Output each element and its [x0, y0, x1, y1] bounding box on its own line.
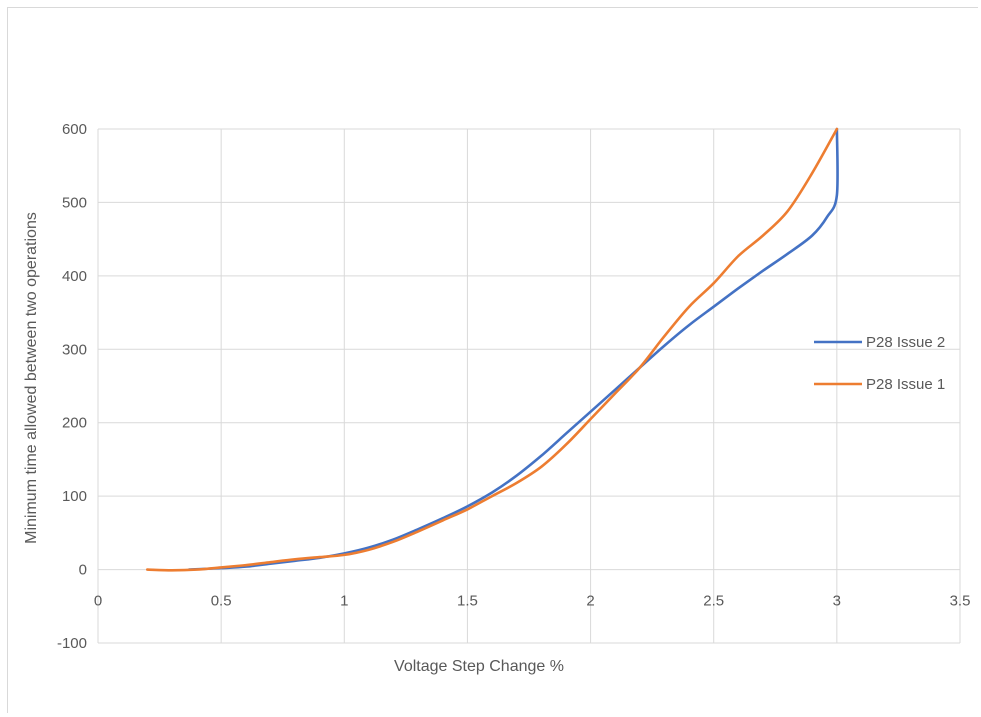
legend: P28 Issue 2 P28 Issue 1 — [814, 334, 945, 393]
x-axis-title: Voltage Step Change % — [394, 658, 564, 675]
legend-label: P28 Issue 2 — [866, 334, 945, 351]
x-tick-label: 1.5 — [457, 593, 478, 610]
y-tick-label: 100 — [62, 488, 87, 505]
legend-label: P28 Issue 1 — [866, 376, 945, 393]
y-tick-label: 600 — [62, 121, 87, 138]
y-tick-label: 500 — [62, 194, 87, 211]
series-line-2 — [146, 127, 839, 572]
y-tick-label: 300 — [62, 341, 87, 358]
x-tick-label: 0.5 — [211, 593, 232, 610]
x-tick-label: 2.5 — [703, 593, 724, 610]
series-lines — [146, 127, 839, 572]
y-tick-label: 200 — [62, 415, 87, 432]
x-tick-label: 3 — [833, 593, 841, 610]
tick-labels: -100 0 100 200 300 400 500 600 0 0.5 1 1.5 2 2.5 3 3.5 — [57, 121, 970, 652]
x-tick-label: 0 — [94, 593, 102, 610]
y-tick-label: 0 — [79, 562, 87, 579]
y-tick-label: -100 — [57, 635, 87, 652]
x-tick-label: 3.5 — [950, 593, 971, 610]
y-axis-title: Minimum time allowed between two operati… — [23, 212, 40, 544]
chart-frame — [7, 7, 978, 713]
x-tick-label: 2 — [586, 593, 594, 610]
y-tick-label: 400 — [62, 268, 87, 285]
gridlines — [97, 128, 961, 644]
x-tick-label: 1 — [340, 593, 348, 610]
